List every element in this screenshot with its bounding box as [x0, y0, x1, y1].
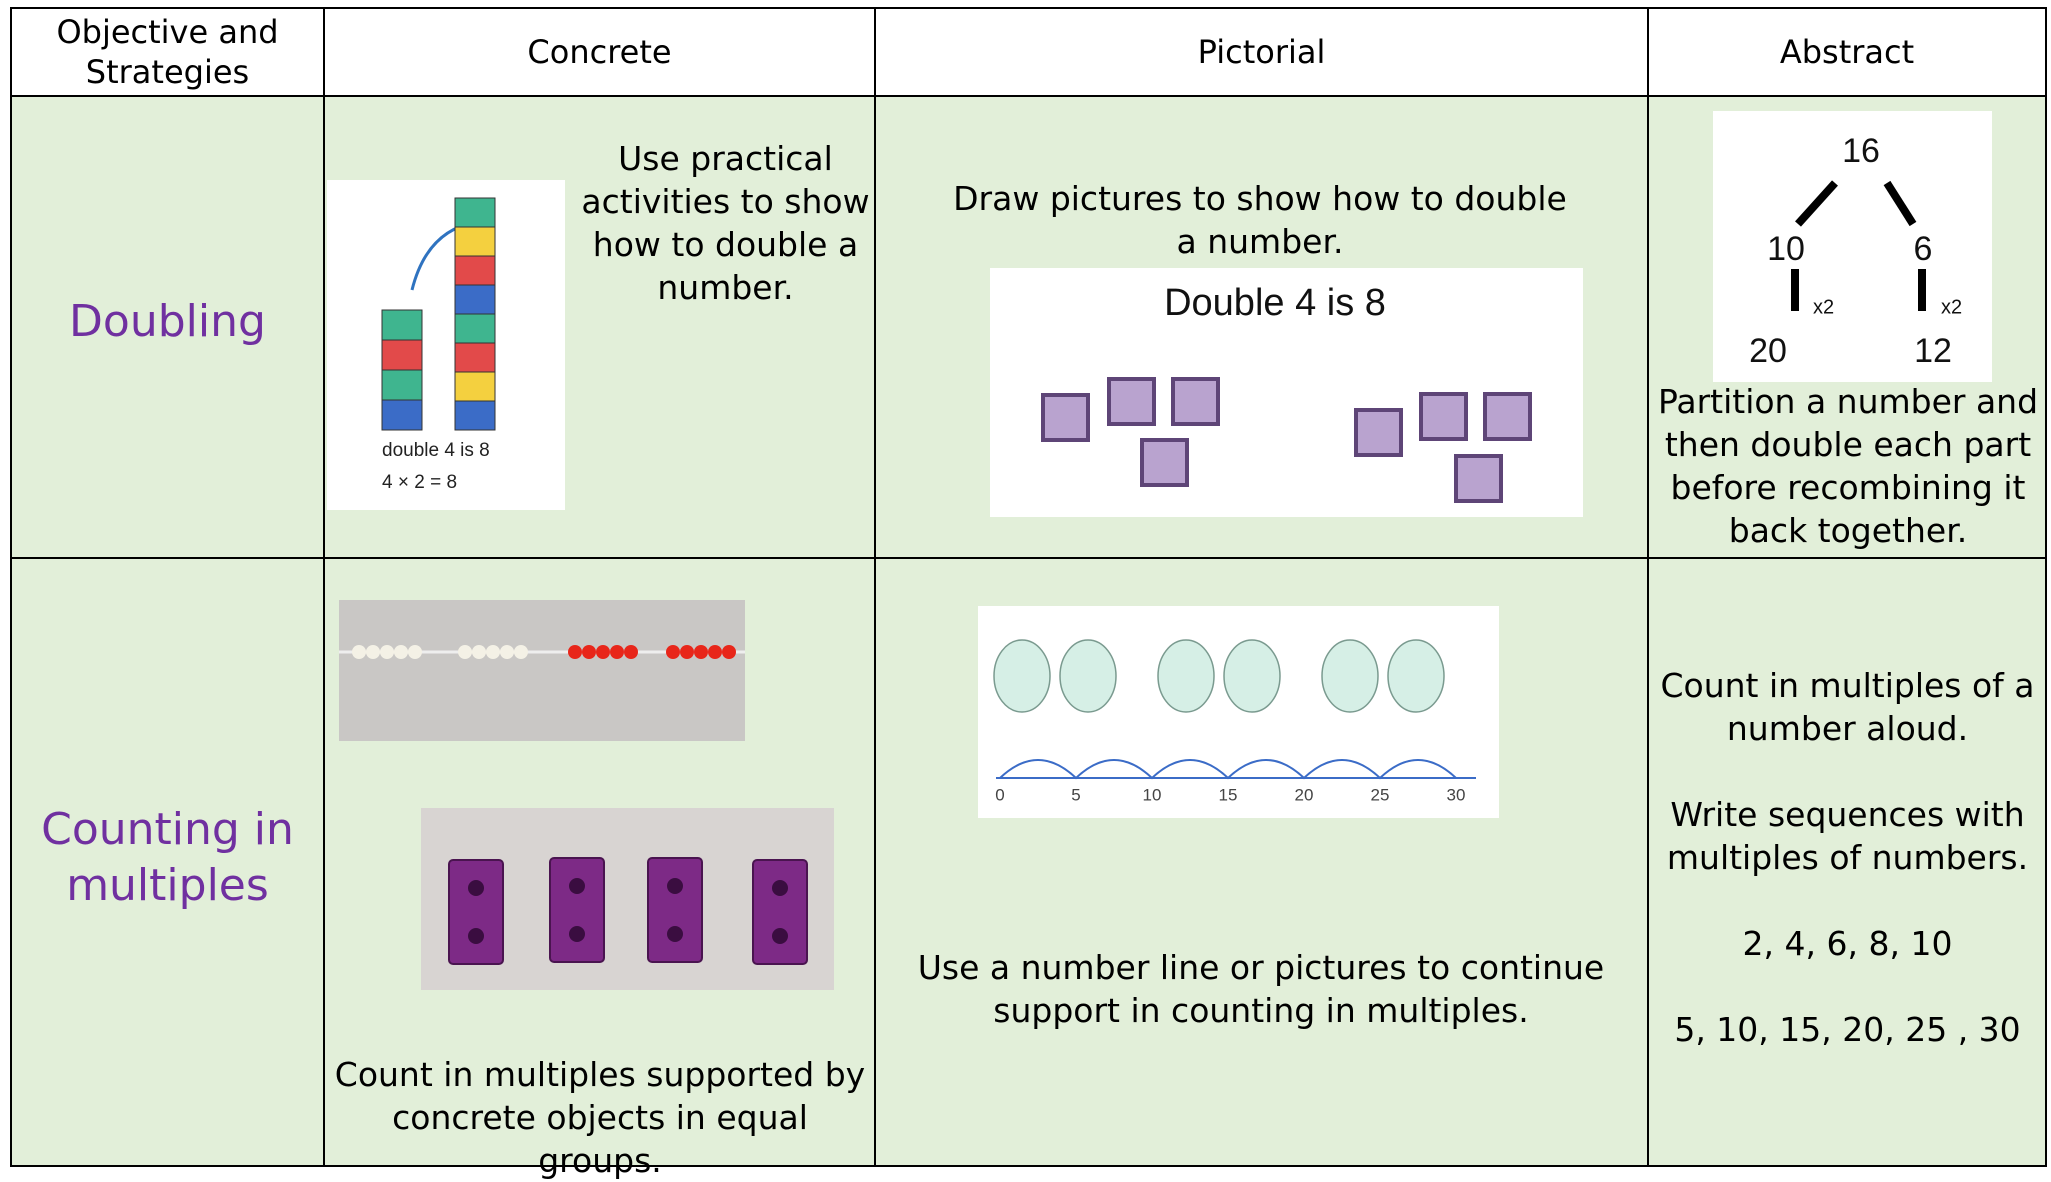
- image-caption: 4 × 2 = 8: [382, 472, 457, 493]
- tree-number: 12: [1914, 332, 1952, 370]
- objective: Doubling: [69, 296, 266, 347]
- header-text: Concrete: [527, 33, 672, 71]
- image-caption: double 4 is 8: [382, 440, 490, 461]
- squares-image: Double 4 is 8: [990, 268, 1583, 517]
- abstract-paragraph: Write sequences with multiples of number…: [1666, 795, 2029, 877]
- number-line-label: 5: [1071, 785, 1080, 804]
- number-line-label: 20: [1295, 785, 1314, 804]
- tree-number: 20: [1749, 332, 1787, 370]
- header-text: Pictorial: [1197, 33, 1326, 71]
- abstract-text: Count in multiples of a number aloud. Wr…: [1660, 664, 2035, 1094]
- cube-pairs-image: [421, 808, 834, 990]
- concrete-text: Count in multiples supported by concrete…: [334, 1055, 866, 1180]
- bead-string-image: [339, 600, 745, 741]
- abstract-paragraph: 2, 4, 6, 8, 10: [1742, 924, 1953, 963]
- header-text: Abstract: [1779, 33, 1915, 71]
- abstract-paragraph: Count in multiples of a number aloud.: [1660, 666, 2035, 748]
- tree-number: 6: [1914, 230, 1933, 268]
- tree-image: 16 10 6 20 12 x2 x2: [1713, 111, 1992, 382]
- pictorial-text: Draw pictures to show how to double a nu…: [953, 179, 1567, 261]
- cell: [1647, 557, 2047, 1167]
- tree-number: 10: [1767, 230, 1805, 268]
- abstract-paragraph: 5, 10, 15, 20, 25 , 30: [1674, 1010, 2021, 1049]
- cell: [10, 557, 325, 1167]
- image-title: Double 4 is 8: [1164, 282, 1386, 324]
- tree-number: 16: [1842, 132, 1880, 170]
- number-line-label: 25: [1371, 785, 1390, 804]
- abstract-text: Partition a number and then double each …: [1657, 382, 2039, 550]
- number-line-image: 0 5 10 15 20 25 30: [978, 606, 1499, 818]
- cell: [10, 95, 325, 559]
- number-line-label: 10: [1143, 785, 1162, 804]
- header-text: Objective and Strategies: [56, 13, 279, 91]
- number-line-label: 0: [995, 785, 1004, 804]
- tree-operator: x2: [1941, 296, 1962, 318]
- concrete-text: Use practical activities to show how to …: [581, 139, 870, 307]
- tree-operator: x2: [1813, 296, 1834, 318]
- number-line-label: 15: [1219, 785, 1238, 804]
- objective: Counting in multiples: [41, 804, 294, 911]
- pictorial-text: Use a number line or pictures to continu…: [917, 948, 1605, 1030]
- number-line-label: 30: [1447, 785, 1466, 804]
- cubes-image: double 4 is 8 4 × 2 = 8: [327, 180, 565, 510]
